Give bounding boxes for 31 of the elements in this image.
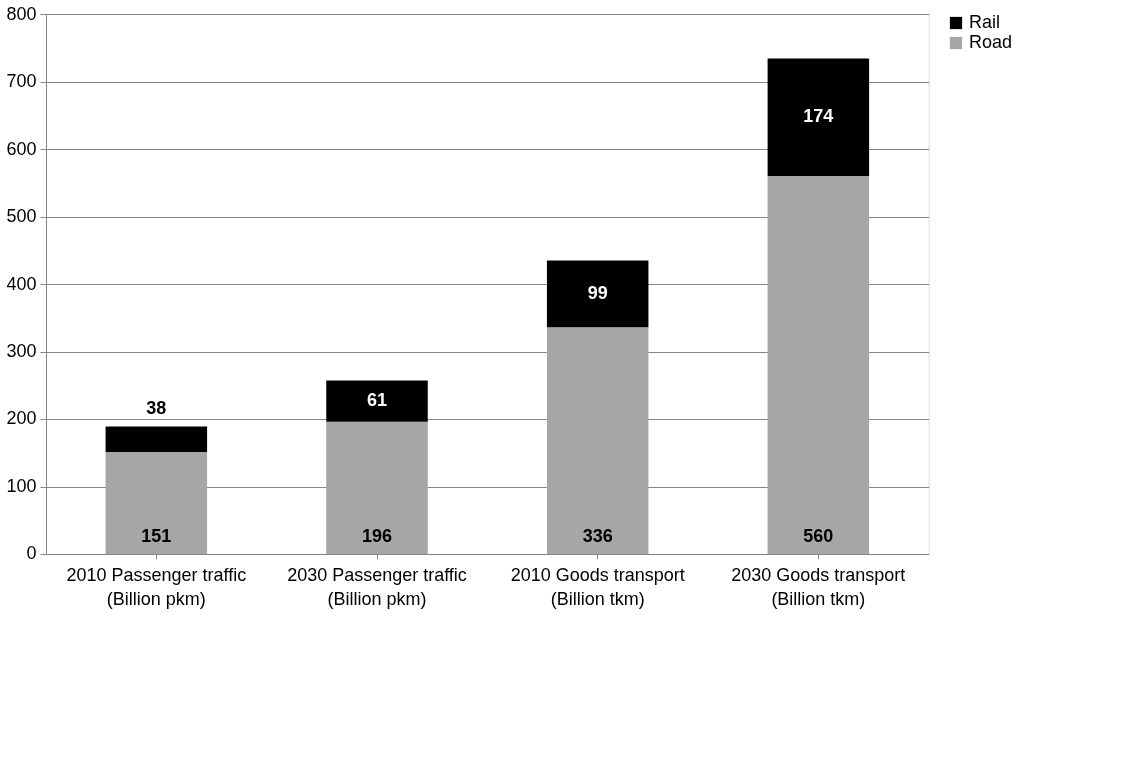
y-tick-label: 800 <box>6 3 37 24</box>
y-tick-label: 100 <box>6 476 37 496</box>
legend-label: Rail <box>968 12 1000 32</box>
bar <box>767 176 870 554</box>
bar <box>326 421 428 554</box>
y-tick-label: 500 <box>6 206 37 226</box>
data-label: 336 <box>582 526 613 546</box>
x-tick-label: 2030 Goods transport (Billion tkm) <box>731 565 906 610</box>
data-label: 196 <box>362 526 393 546</box>
y-tick-label: 700 <box>6 71 37 91</box>
bar <box>546 260 649 328</box>
y-tick-label: 400 <box>6 273 37 294</box>
bar <box>767 58 870 176</box>
x-tick-label: 2030 Passenger traffic (Billion pkm) <box>287 565 467 610</box>
y-tick-label: 0 <box>26 543 37 564</box>
bar <box>546 327 649 554</box>
x-tick-label: 2010 Passenger traffic (Billion pkm) <box>66 565 247 610</box>
y-tick-label: 200 <box>6 408 37 429</box>
bar <box>326 380 428 422</box>
data-label: 151 <box>141 526 172 546</box>
y-tick-label: 600 <box>6 138 37 159</box>
data-label: 99 <box>587 282 608 303</box>
x-tick-label: 2010 Goods transport (Billion tkm) <box>510 565 685 610</box>
data-label: 38 <box>146 398 167 419</box>
y-tick-label: 300 <box>6 341 37 361</box>
data-label: 560 <box>803 526 834 546</box>
bar <box>105 426 208 453</box>
data-label: 61 <box>367 390 388 411</box>
bar <box>105 452 208 554</box>
data-label: 174 <box>803 106 834 127</box>
legend-label: Road <box>968 32 1012 52</box>
